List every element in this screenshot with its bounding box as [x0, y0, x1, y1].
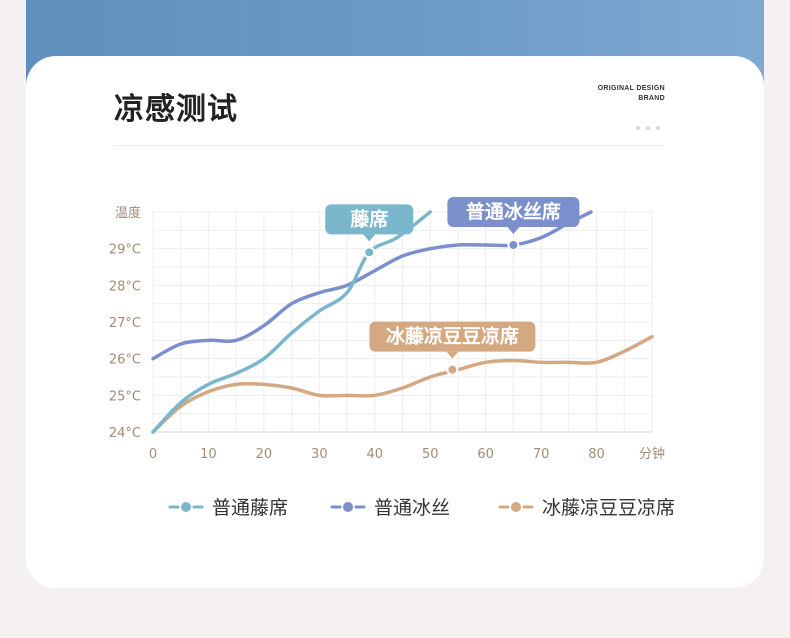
callout-pointer-rattan	[363, 234, 376, 242]
x-tick-label: 80	[588, 447, 605, 462]
series-line-ice-silk	[151, 210, 593, 361]
legend-label-rattan: 普通藤席	[212, 497, 289, 519]
callout-pointer-bean	[446, 351, 459, 359]
legend-dot	[511, 501, 521, 512]
series-line-bean	[151, 334, 654, 434]
y-tick-label: 26°C	[109, 353, 141, 368]
callout-box-rattan	[325, 204, 414, 235]
callout-label-bean: 冰藤凉豆豆凉席	[386, 325, 519, 348]
legend-dot	[343, 501, 353, 512]
y-tick-label: 28°C	[109, 279, 141, 294]
y-axis-label: 温度	[115, 205, 141, 221]
chart-legend: 普通藤席 普通冰丝 冰藤凉豆豆凉席	[0, 493, 790, 527]
callout-pointer-ice-silk	[507, 227, 520, 234]
decorative-dots	[636, 126, 660, 130]
series-line-rattan	[151, 210, 432, 434]
callout-label-ice-silk: 普通冰丝席	[466, 200, 561, 223]
page-title: 凉感测试	[114, 92, 238, 127]
x-tick-label: 40	[367, 447, 384, 462]
brand-line-2: BRAND	[638, 95, 665, 102]
legend-label-bean: 冰藤凉豆豆凉席	[542, 497, 676, 519]
callout-box-bean	[369, 321, 536, 352]
y-tick-label: 24°C	[109, 426, 141, 441]
legend-marker-bean	[498, 501, 534, 512]
x-tick-label: 0	[149, 447, 157, 462]
x-tick-label: 70	[533, 447, 550, 462]
y-tick-label: 29°C	[109, 243, 141, 258]
callout-box-ice-silk	[447, 197, 580, 227]
callout-label-rattan: 藤席	[350, 207, 388, 230]
legend-dot	[181, 501, 191, 512]
data-point-rattan	[363, 246, 376, 259]
x-tick-label: 50	[422, 447, 439, 462]
title-divider	[114, 145, 664, 146]
y-tick-label: 27°C	[109, 316, 141, 331]
legend-item-bean: 冰藤凉豆豆凉席	[498, 493, 675, 520]
legend-marker-ice-silk	[330, 501, 366, 512]
x-tick-label: 10	[200, 447, 217, 462]
legend-item-rattan: 普通藤席	[168, 493, 288, 520]
legend-label-ice-silk: 普通冰丝	[374, 497, 451, 519]
y-tick-label: 25°C	[109, 389, 141, 404]
brand-mark: ORIGINAL DESIGN BRAND	[598, 84, 665, 104]
x-tick-label: 60	[477, 447, 494, 462]
data-point-ice-silk	[507, 239, 520, 251]
data-point-bean	[446, 363, 459, 376]
brand-line-1: ORIGINAL DESIGN	[597, 85, 665, 92]
legend-marker-rattan	[168, 501, 204, 512]
x-tick-label: 30	[311, 447, 328, 462]
x-axis-label: 分钟	[639, 446, 665, 462]
x-tick-label: 20	[256, 447, 273, 462]
legend-item-ice-silk: 普通冰丝	[330, 493, 450, 520]
